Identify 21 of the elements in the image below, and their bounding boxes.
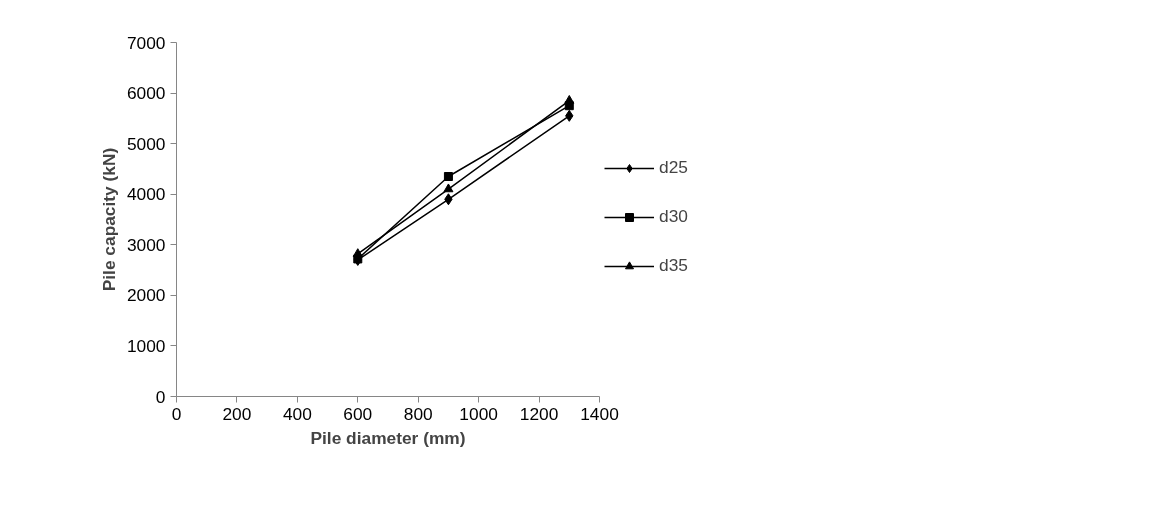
y-axis-title: Pile capacity (kN) [98, 147, 119, 292]
legend-label: d35 [659, 255, 688, 276]
legend-label: d30 [659, 206, 688, 227]
y-tick-label: 4000 [126, 184, 166, 205]
y-tick-label: 5000 [126, 133, 166, 154]
y-tick-label: 3000 [126, 234, 166, 255]
x-tick-label: 600 [343, 403, 373, 424]
x-tick-label: 0 [171, 403, 182, 424]
x-tick-label: 1200 [519, 403, 559, 424]
x-tick-label: 1400 [580, 403, 619, 424]
y-tick-label: 7000 [126, 32, 166, 53]
y-tick-label: 6000 [126, 83, 166, 104]
legend-label: d25 [659, 157, 688, 178]
y-tick-label: 1000 [126, 335, 166, 356]
x-tick-label: 400 [282, 403, 312, 424]
y-tick-label: 0 [155, 386, 166, 407]
x-tick-label: 1000 [459, 403, 498, 424]
x-tick-label: 800 [403, 403, 433, 424]
y-tick-label: 2000 [126, 285, 166, 306]
x-tick-label: 200 [222, 403, 252, 424]
x-axis-title: Pile diameter (mm) [310, 427, 466, 448]
